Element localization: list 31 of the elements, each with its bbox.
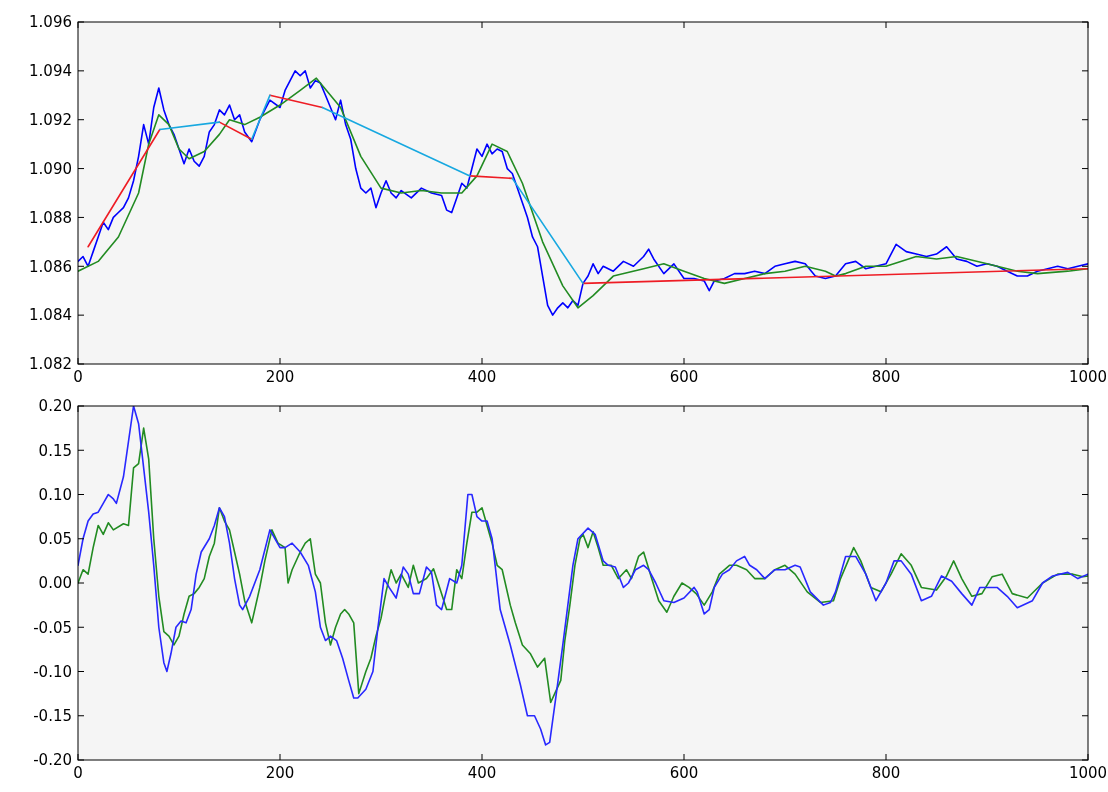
x-tick-label: 800 bbox=[871, 764, 901, 782]
x-tick-label: 1000 bbox=[1068, 368, 1108, 386]
y-tick-label: 1.090 bbox=[29, 159, 72, 178]
x-tick-label: 200 bbox=[265, 368, 295, 386]
y-tick-label: -0.20 bbox=[33, 751, 72, 770]
x-tick-label: 1000 bbox=[1068, 764, 1108, 782]
x-tick-label: 200 bbox=[265, 764, 295, 782]
x-tick-label: 0 bbox=[73, 368, 83, 386]
y-tick-label: -0.10 bbox=[33, 662, 72, 681]
line-series bbox=[78, 406, 1088, 746]
y-tick-label: -0.15 bbox=[33, 707, 72, 725]
y-tick-label: 1.094 bbox=[29, 62, 72, 81]
y-tick-label: 0.05 bbox=[38, 530, 72, 548]
x-tick-label: 800 bbox=[871, 368, 901, 386]
y-tick-label: -0.05 bbox=[33, 618, 72, 637]
x-tick-label: 400 bbox=[467, 368, 497, 386]
y-tick-label: 1.092 bbox=[29, 110, 72, 129]
y-tick-label: 1.084 bbox=[29, 306, 72, 325]
y-tick-label: 0.10 bbox=[38, 485, 72, 504]
y-tick-label: 1.096 bbox=[29, 13, 72, 32]
y-tick-label: 0.20 bbox=[38, 397, 72, 416]
x-tick-label: 0 bbox=[73, 764, 83, 782]
x-tick-label: 600 bbox=[669, 368, 699, 386]
x-tick-label: 600 bbox=[669, 764, 699, 782]
x-tick-label: 400 bbox=[467, 764, 497, 782]
y-tick-label: 1.086 bbox=[29, 257, 72, 276]
line-series bbox=[78, 427, 1088, 704]
y-tick-label: 0.15 bbox=[38, 441, 72, 460]
y-tick-label: 0.00 bbox=[38, 574, 72, 593]
y-tick-label: 1.082 bbox=[29, 355, 72, 374]
y-tick-label: 1.088 bbox=[29, 208, 72, 227]
